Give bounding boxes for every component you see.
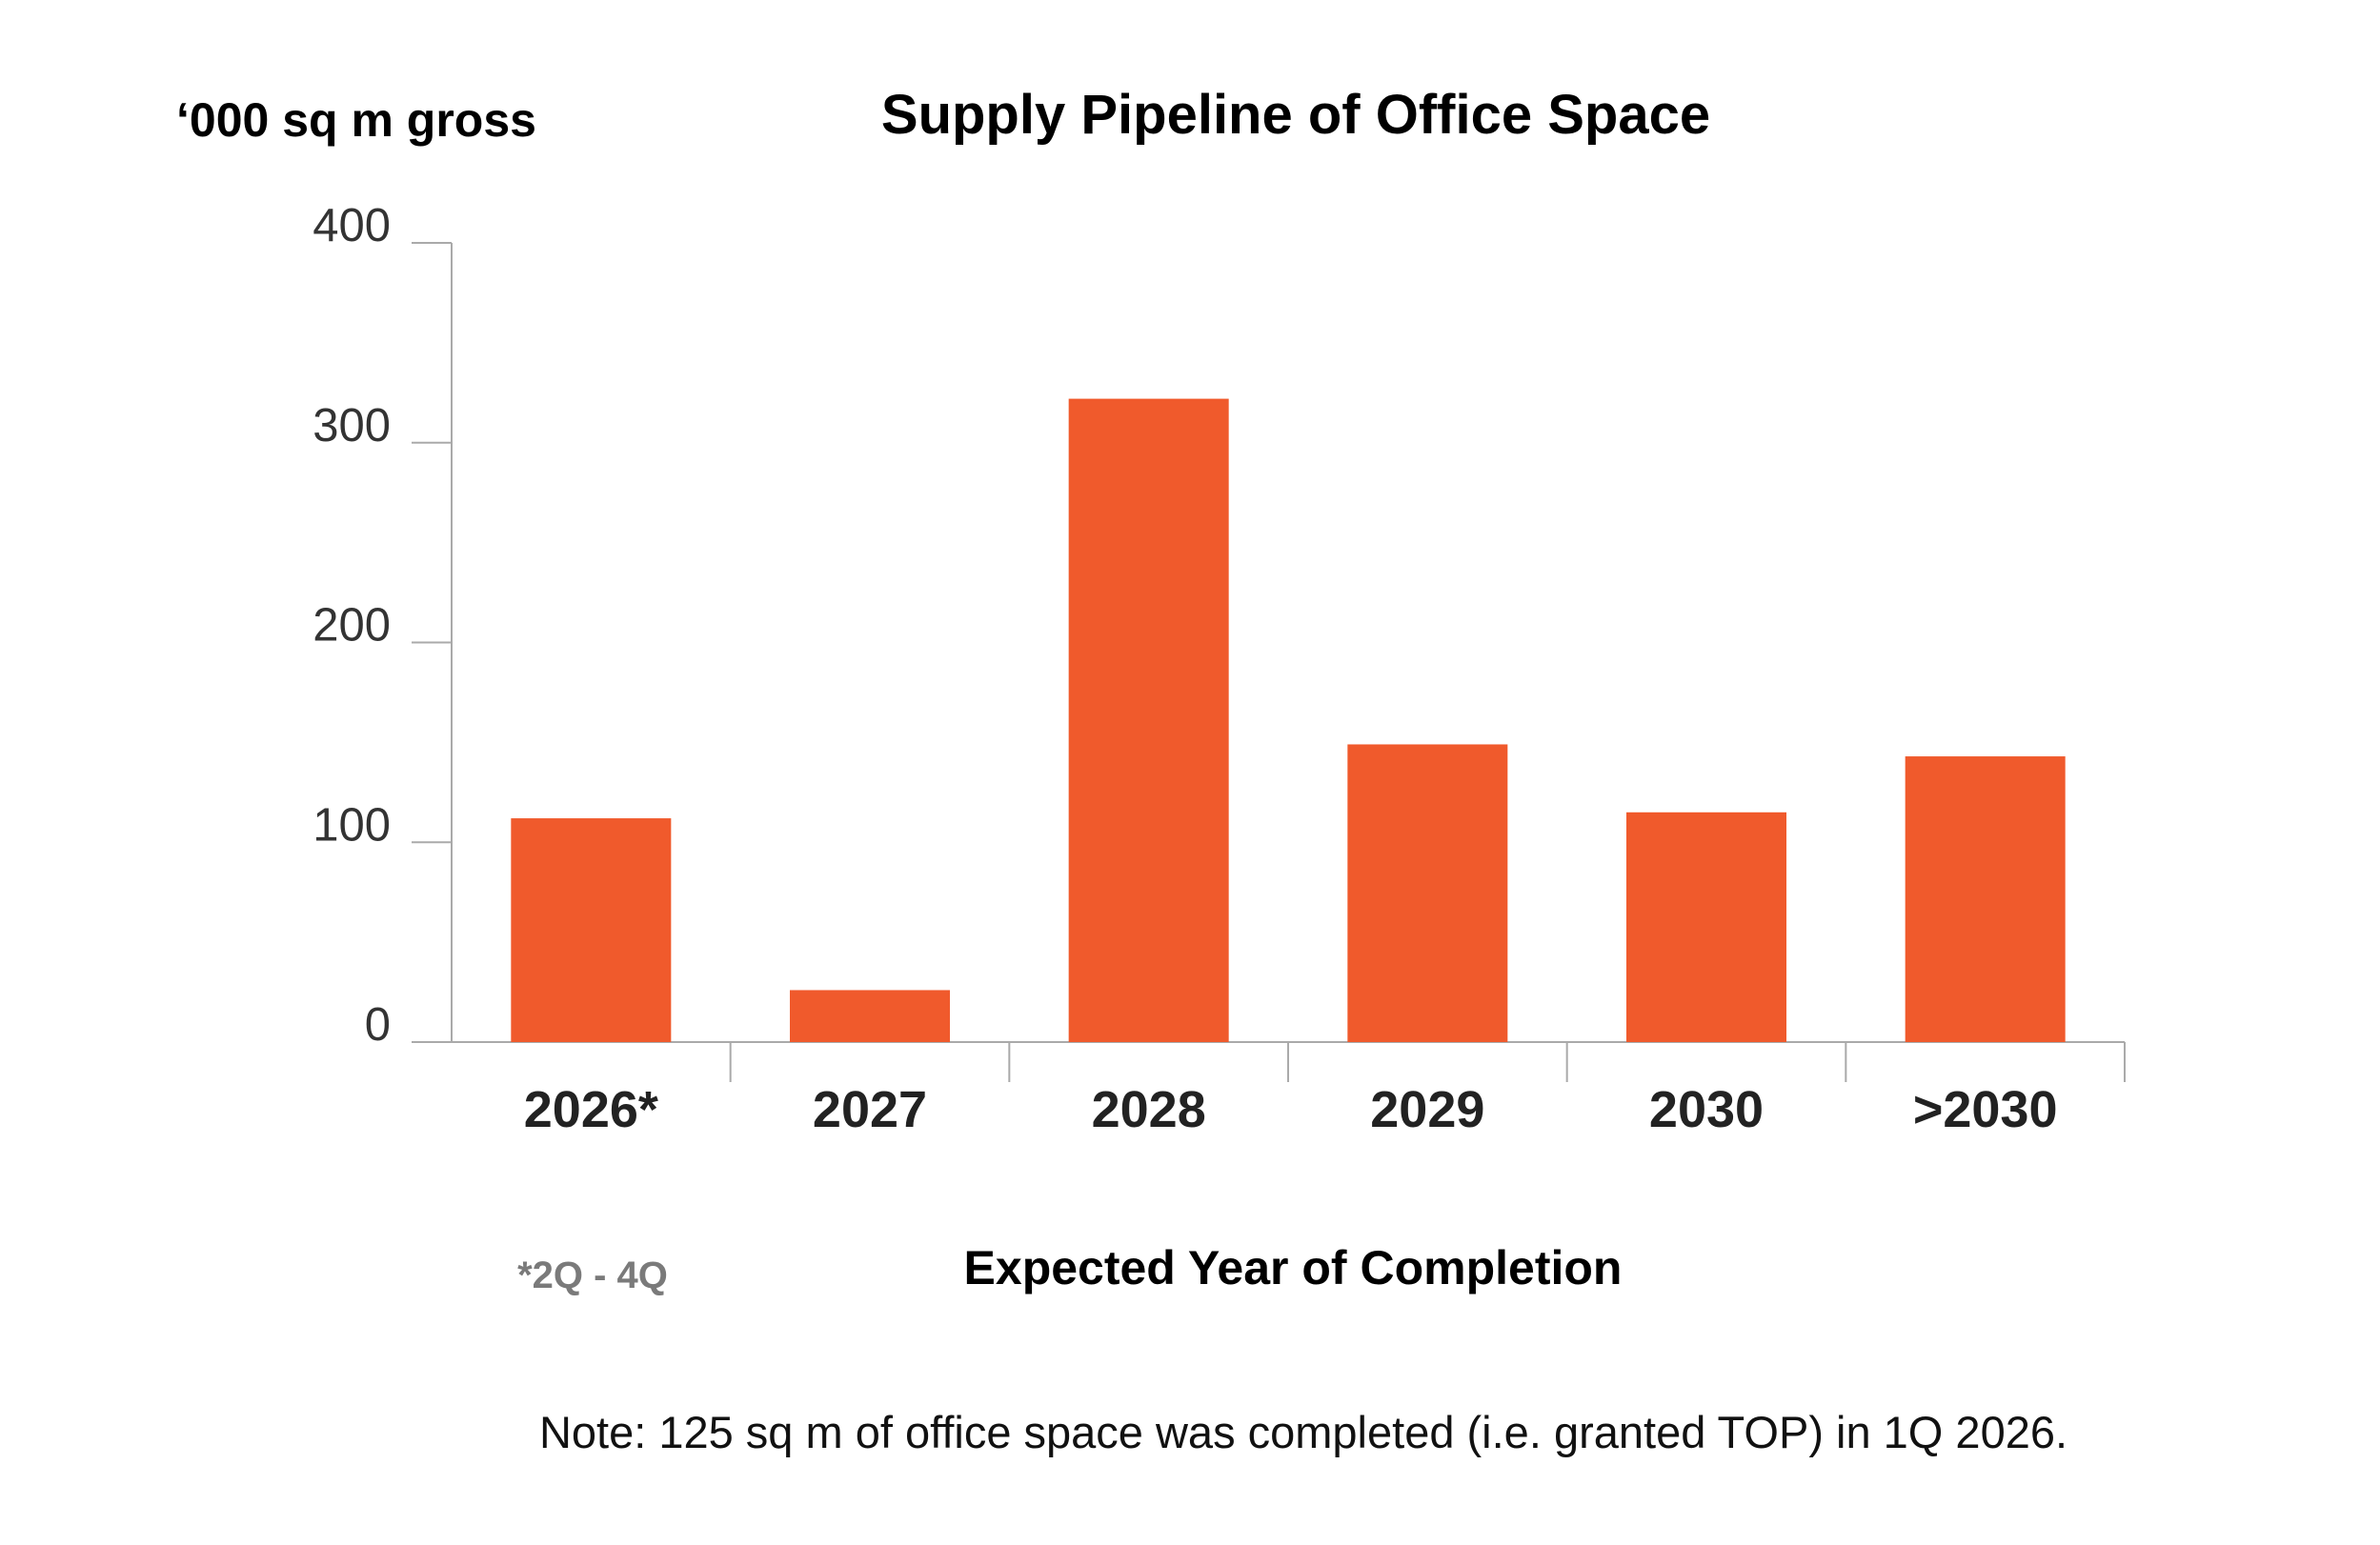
x-tick-label: 2030 [1649,1081,1764,1138]
y-tick-label: 100 [313,799,391,851]
bar [1905,756,2066,1042]
bar [511,818,672,1042]
bar [790,990,950,1042]
y-axis-ticks: 0 100 200 300 400 [313,200,452,1051]
x-axis-label: Expected Year of Completion [964,1241,1623,1294]
y-tick-label: 200 [313,600,391,652]
x-tick-label: 2028 [1092,1081,1206,1138]
bar [1347,744,1508,1042]
bar-series [511,398,2066,1043]
y-axis-unit-label: ‘000 sq m gross [176,93,536,147]
x-tick-label: 2027 [813,1081,927,1138]
chart-note: Note: 125 sq m of office space was compl… [539,1407,2067,1457]
x-tick-label: 2029 [1370,1081,1484,1138]
x-axis-ticks: 2026* 2027 2028 2029 2030 >2030 [524,1042,2126,1138]
bar [1626,812,1786,1042]
bar [1068,398,1229,1043]
x-tick-label: >2030 [1913,1081,2058,1138]
chart-title: Supply Pipeline of Office Space [881,84,1710,146]
y-tick-label: 0 [365,999,391,1051]
x-tick-label: 2026* [524,1081,658,1138]
footnote: *2Q - 4Q [517,1254,668,1296]
y-tick-label: 300 [313,400,391,451]
y-tick-label: 400 [313,200,391,251]
